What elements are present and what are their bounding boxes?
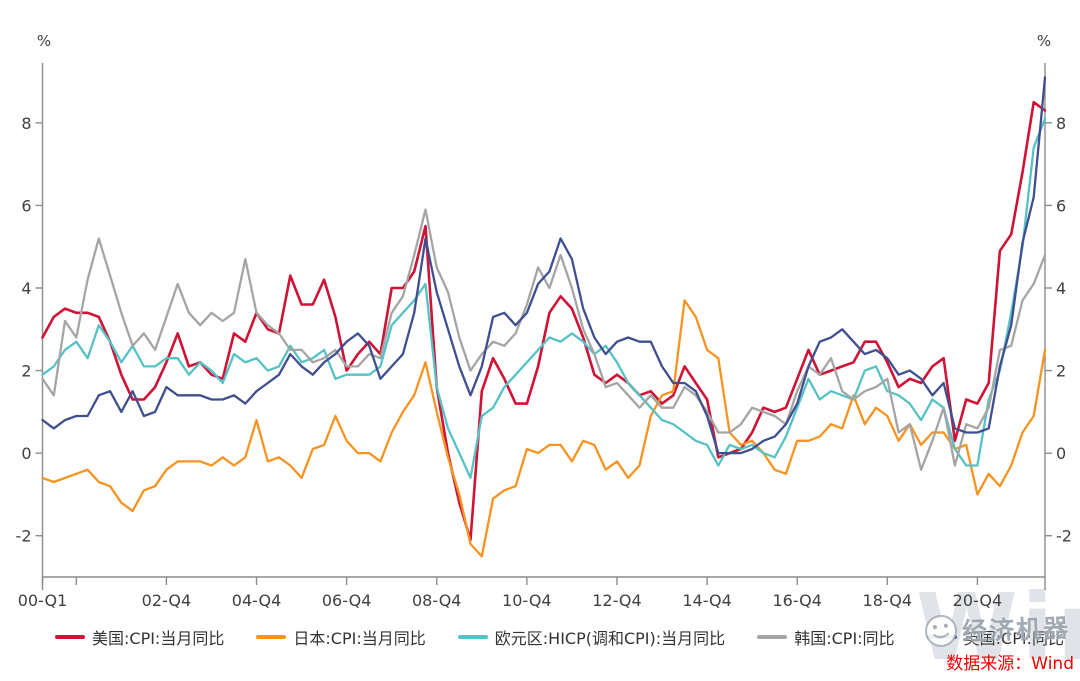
y-tick-label-left: 2 xyxy=(21,362,31,381)
legend-label-3: 韩国:CPI:同比 xyxy=(794,629,895,648)
legend-swatch-1 xyxy=(256,635,287,639)
y-tick-label-right: 2 xyxy=(1056,362,1066,381)
brand-watermark: 经济机器 xyxy=(922,608,1071,649)
x-tick-label: 02-Q4 xyxy=(142,591,192,610)
brand-watermark-text: 经济机器 xyxy=(961,613,1071,647)
legend-item-3: 韩国:CPI:同比 xyxy=(757,625,895,649)
legend-item-0: 美国:CPI:当月同比 xyxy=(55,625,224,649)
legend-label-4: 英国:CPI:同比 xyxy=(963,629,1064,648)
x-tick-label: 00-Q1 xyxy=(18,591,68,610)
series-line-0 xyxy=(41,100,1047,542)
series-line-1 xyxy=(41,299,1047,558)
legend-label-1: 日本:CPI:当月同比 xyxy=(293,629,426,648)
legend-label-2: 欧元区:HICP(调和CPI):当月同比 xyxy=(494,629,726,648)
x-tick-label: 14-Q4 xyxy=(682,591,732,610)
legend-swatch-3 xyxy=(757,635,788,639)
y-tick-label-left: -2 xyxy=(16,527,32,546)
y-tick-label-left: 8 xyxy=(21,114,31,133)
legend-swatch-2 xyxy=(457,635,488,639)
y-tick-label-left: 6 xyxy=(21,196,31,215)
series-line-4 xyxy=(41,76,1047,455)
data-source-note: 数据来源：Wind xyxy=(946,654,1074,674)
legend-item-1: 日本:CPI:当月同比 xyxy=(256,625,426,649)
y-tick-label-right: 0 xyxy=(1056,444,1066,463)
y-unit-left: % xyxy=(37,32,51,50)
x-tick-label: 10-Q4 xyxy=(502,591,552,610)
x-tick-label: 18-Q4 xyxy=(863,591,913,610)
y-tick-label-left: 4 xyxy=(21,279,31,298)
x-tick-label: 04-Q4 xyxy=(232,591,282,610)
legend-item-2: 欧元区:HICP(调和CPI):当月同比 xyxy=(457,625,726,649)
y-tick-label-right: 4 xyxy=(1056,279,1066,298)
series-line-2 xyxy=(41,117,1047,480)
chart-legend: 美国:CPI:当月同比 日本:CPI:当月同比 欧元区:HICP(调和CPI):当月… xyxy=(55,625,1064,649)
legend-swatch-0 xyxy=(55,635,85,639)
x-tick-label: 20-Q4 xyxy=(953,591,1003,610)
y-tick-label-left: 0 xyxy=(21,444,31,463)
x-tick-label: 08-Q4 xyxy=(412,591,462,610)
y-tick-label-right: 8 xyxy=(1056,114,1066,133)
x-tick-label: 12-Q4 xyxy=(592,591,642,610)
y-tick-label-right: -2 xyxy=(1056,527,1072,546)
x-tick-label: 16-Q4 xyxy=(772,591,822,610)
axis-lines xyxy=(41,63,1046,590)
x-tick-label: 06-Q4 xyxy=(322,591,372,610)
y-tick-label-right: 6 xyxy=(1056,196,1066,215)
legend-label-0: 美国:CPI:当月同比 xyxy=(92,629,225,648)
wechat-face-icon xyxy=(925,614,958,647)
y-unit-right: % xyxy=(1037,32,1051,50)
